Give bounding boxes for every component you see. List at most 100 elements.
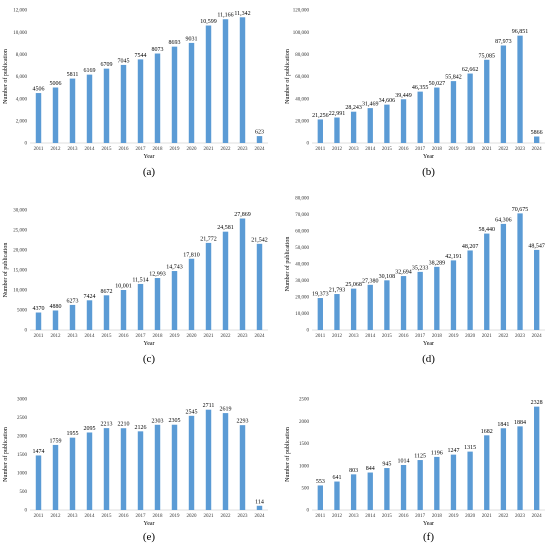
y-tick-label: 20,000 xyxy=(295,120,309,125)
data-label: 21,793 xyxy=(329,288,346,294)
data-label: 4370 xyxy=(33,306,45,312)
bar xyxy=(239,425,246,510)
x-tick-label: 2014 xyxy=(85,334,96,339)
x-tick-label: 2024 xyxy=(255,514,266,519)
x-tick-label: 2016 xyxy=(399,514,410,519)
x-tick-label: 2013 xyxy=(68,334,79,339)
data-label: 8693 xyxy=(169,40,181,46)
x-tick-label: 2024 xyxy=(532,147,543,152)
data-label: 553 xyxy=(316,479,325,485)
bar xyxy=(417,460,423,510)
data-label: 11,166 xyxy=(217,13,233,19)
data-label: 25,068 xyxy=(345,282,362,288)
x-tick-label: 2016 xyxy=(399,334,410,339)
bar xyxy=(417,91,423,143)
bar xyxy=(222,413,229,510)
data-label: 14,743 xyxy=(166,265,183,271)
bar xyxy=(500,428,507,510)
data-label: 17,810 xyxy=(183,252,200,258)
data-label: 2293 xyxy=(237,419,249,425)
x-tick-label: 2015 xyxy=(102,514,113,519)
x-tick-label: 2024 xyxy=(255,147,266,152)
data-label: 1841 xyxy=(497,422,509,428)
data-label: 2213 xyxy=(101,422,113,428)
bar xyxy=(120,64,127,143)
y-tick-label: 1000 xyxy=(17,472,28,477)
x-tick-label: 2016 xyxy=(119,147,130,152)
panel-label: (b) xyxy=(422,166,435,178)
x-axis-title: Year xyxy=(423,154,434,160)
x-tick-label: 2017 xyxy=(415,514,426,519)
bar xyxy=(400,464,407,510)
data-label: 623 xyxy=(255,130,264,136)
data-label: 21,256 xyxy=(312,113,329,119)
bar xyxy=(317,298,323,330)
data-label: 7045 xyxy=(118,58,130,64)
x-tick-label: 2017 xyxy=(415,147,426,152)
bar xyxy=(188,42,195,143)
x-tick-label: 2020 xyxy=(465,514,476,519)
bar xyxy=(222,231,229,330)
bar xyxy=(484,233,490,330)
bar xyxy=(171,271,178,330)
x-axis-title: Year xyxy=(423,521,434,527)
bar xyxy=(171,424,178,510)
x-tick-label: 2015 xyxy=(102,147,113,152)
bar xyxy=(86,74,93,143)
bar xyxy=(103,295,110,330)
data-label: 34,606 xyxy=(379,98,396,104)
data-label: 87,973 xyxy=(495,39,512,45)
bar xyxy=(69,78,76,143)
y-axis-title: Number of publication xyxy=(2,49,9,104)
x-tick-label: 2022 xyxy=(498,514,509,519)
x-tick-label: 2019 xyxy=(170,334,181,339)
y-tick-label: 6,000 xyxy=(16,75,28,80)
x-tick-label: 2011 xyxy=(315,147,325,152)
y-tick-label: 12,000 xyxy=(13,9,27,14)
x-tick-label: 2020 xyxy=(187,147,198,152)
y-tick-label: 0 xyxy=(25,509,28,514)
data-label: 96,851 xyxy=(512,29,529,35)
data-label: 22,991 xyxy=(329,111,346,117)
y-tick-label: 0 xyxy=(307,142,310,147)
data-label: 4506 xyxy=(33,87,45,93)
x-tick-label: 2017 xyxy=(415,334,426,339)
x-tick-label: 2011 xyxy=(34,147,44,152)
data-label: 70,675 xyxy=(512,207,529,213)
x-tick-label: 2023 xyxy=(515,147,526,152)
data-label: 114 xyxy=(255,499,264,505)
bar xyxy=(120,428,127,510)
y-tick-label: 2,000 xyxy=(16,120,28,125)
data-label: 1682 xyxy=(481,429,493,435)
data-label: 21,772 xyxy=(200,236,217,242)
x-tick-label: 2016 xyxy=(399,147,410,152)
x-tick-label: 2022 xyxy=(221,334,232,339)
panel-label: (a) xyxy=(143,166,156,178)
data-label: 4880 xyxy=(50,304,62,310)
bar xyxy=(120,289,127,330)
bar xyxy=(171,46,178,143)
data-label: 2210 xyxy=(118,422,130,428)
y-tick-label: 2500 xyxy=(17,416,28,421)
x-tick-label: 2014 xyxy=(85,147,96,152)
bar xyxy=(434,87,440,143)
data-label: 7544 xyxy=(135,53,147,59)
x-tick-label: 2019 xyxy=(170,147,181,152)
bar xyxy=(137,283,144,330)
bar xyxy=(52,87,59,143)
x-tick-label: 2015 xyxy=(382,514,393,519)
chart-panel-c: 0 5000 10,000 15,000 20,000 25,000 30,000 4370 2… xyxy=(2,209,268,365)
y-tick-label: 20,000 xyxy=(295,296,309,301)
bar xyxy=(417,271,423,330)
x-tick-label: 2017 xyxy=(136,334,147,339)
bar xyxy=(500,45,507,143)
bar xyxy=(450,260,457,330)
data-label: 10,599 xyxy=(200,19,217,25)
data-label: 5006 xyxy=(50,81,62,87)
x-tick-label: 2023 xyxy=(515,514,526,519)
bar xyxy=(52,444,59,510)
x-tick-label: 2014 xyxy=(365,334,376,339)
data-label: 1315 xyxy=(464,445,476,451)
bar xyxy=(69,437,76,510)
bar xyxy=(517,35,523,143)
